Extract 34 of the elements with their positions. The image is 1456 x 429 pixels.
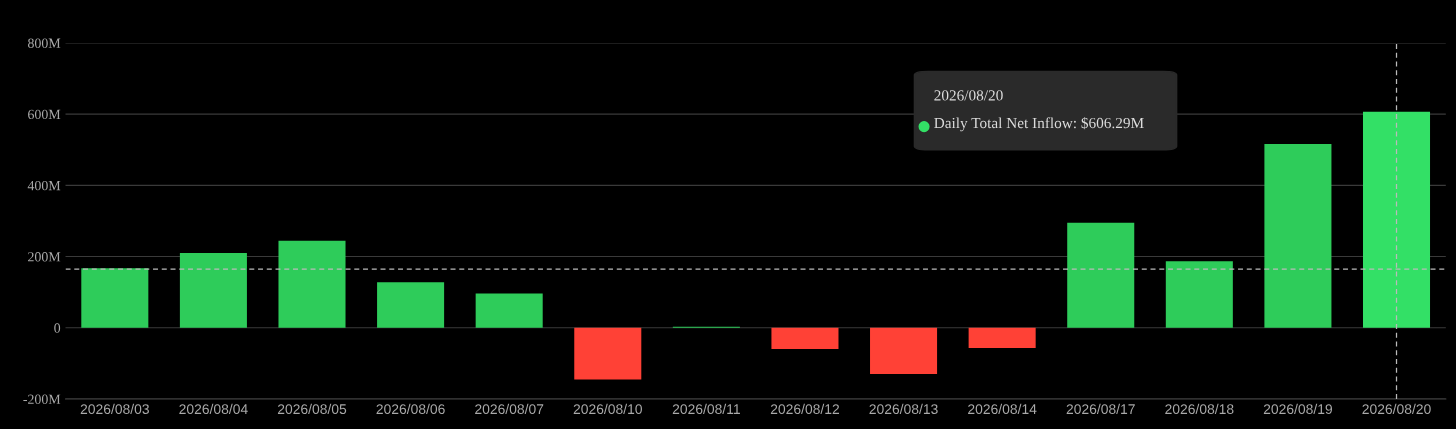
bar	[574, 327, 642, 380]
bar	[475, 293, 543, 328]
bar	[870, 327, 938, 375]
y-tick-label: 400M	[27, 180, 61, 191]
x-tick-label: 2026/08/17	[1066, 403, 1135, 415]
y-tick-label: 0	[54, 323, 61, 333]
bar	[1264, 144, 1332, 328]
bar	[179, 252, 247, 328]
bar	[377, 282, 445, 328]
x-tick-label: 2026/08/14	[968, 403, 1037, 415]
x-tick-label: 2026/08/13	[869, 403, 938, 415]
bar	[278, 240, 346, 328]
bar	[1165, 261, 1233, 328]
bar	[968, 327, 1036, 349]
x-tick-label: 2026/08/07	[475, 403, 544, 415]
bar	[771, 327, 839, 350]
bar	[1067, 222, 1135, 328]
x-tick-label: 2026/08/18	[1165, 403, 1234, 415]
x-tick-label: 2026/08/06	[376, 403, 445, 415]
x-tick-label: 2026/08/11	[672, 403, 740, 415]
x-tick-label: 2026/08/05	[277, 403, 347, 415]
x-tick-label: 2026/08/12	[770, 403, 840, 415]
x-tick-label: 2026/08/03	[80, 403, 149, 415]
annotation: 2026/08/20 Daily Total Net Inflow: $606.29M	[934, 90, 1144, 132]
bar	[81, 268, 149, 328]
x-tick-label: 2026/08/04	[179, 403, 248, 415]
y-tick-label: -200M	[23, 394, 61, 404]
y-tick-label: 800M	[28, 38, 61, 48]
x-tick-label: 2026/08/19	[1263, 403, 1333, 415]
y-tick-label: 600M	[28, 109, 61, 120]
x-tick-label: 2026/08/10	[573, 403, 642, 415]
bar	[1362, 111, 1431, 328]
x-tick-label: 2026/08/20	[1362, 403, 1431, 415]
y-tick-label: 200M	[28, 252, 61, 262]
